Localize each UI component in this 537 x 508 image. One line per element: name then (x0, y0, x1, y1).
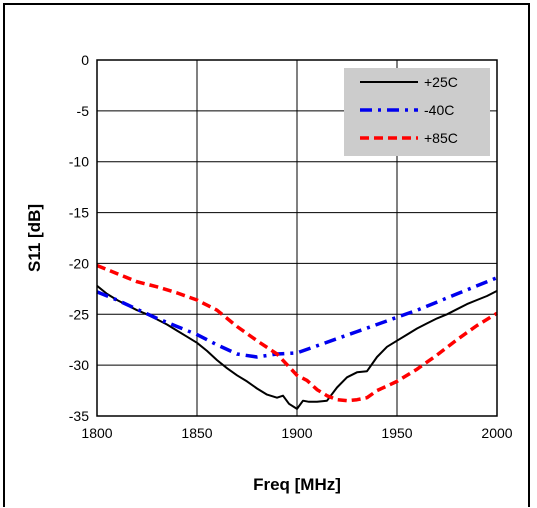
legend: +25C -40C +85C (344, 68, 490, 156)
y-tick-label: 0 (81, 52, 89, 68)
legend-label: +25C (424, 74, 458, 90)
figure-border (3, 3, 530, 507)
x-axis-label: Freq [MHz] (253, 475, 341, 494)
x-tick-labels: 1800 1850 1900 1950 2000 (81, 425, 512, 441)
y-tick-label: -15 (69, 205, 89, 221)
legend-label: -40C (424, 102, 454, 118)
x-tick-label: 1900 (281, 425, 312, 441)
y-tick-label: -10 (69, 154, 89, 170)
x-tick-label: 1800 (81, 425, 112, 441)
series-line-+85C (96, 263, 498, 403)
x-tick-label: 2000 (481, 425, 512, 441)
y-tick-label: -5 (77, 103, 90, 119)
series-line-+25C (96, 285, 498, 410)
x-tick-label: 1850 (181, 425, 212, 441)
series-line--40C (96, 276, 498, 359)
plot-border (96, 59, 498, 417)
y-tick-label: -30 (69, 357, 89, 373)
legend-label: +85C (424, 130, 458, 146)
y-tick-label: -25 (69, 306, 89, 322)
y-tick-label: -20 (69, 255, 89, 271)
y-tick-label: -35 (69, 408, 89, 424)
x-tick-label: 1950 (381, 425, 412, 441)
plot-lines (96, 263, 498, 410)
y-tick-labels: 0 -5 -10 -15 -20 -25 -30 -35 (69, 52, 89, 424)
y-axis-label: S11 [dB] (25, 204, 44, 272)
